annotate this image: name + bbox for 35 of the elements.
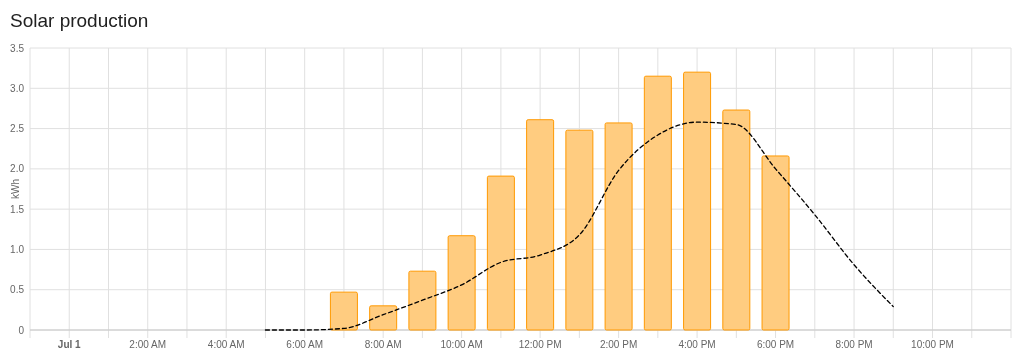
x-tick-label: 2:00 PM [599,339,638,350]
line-series [264,121,894,331]
bar [761,155,790,331]
bar [604,122,633,331]
y-tick-label: 1.0 [10,243,25,255]
y-tick-label: 3.5 [10,42,25,54]
y-tick-label: 1.5 [10,203,25,215]
y-tick-label: 2.5 [10,123,25,135]
x-tick-label: 4:00 AM [207,339,245,350]
x-tick-label: 6:00 PM [756,339,795,350]
bar [526,119,555,331]
x-tick-label: 4:00 PM [678,339,716,350]
x-tick-label: 2:00 AM [129,339,167,350]
y-tick-label: 2.0 [10,163,25,175]
y-tick-label: 0.5 [10,284,25,296]
bar [722,109,751,331]
bar [683,71,712,331]
y-axis-title: kWh [10,179,21,199]
bar [643,75,672,331]
y-tick-label: 3.0 [10,82,25,94]
bar [486,175,515,331]
bar [447,235,476,331]
x-tick-label: 8:00 PM [835,339,873,350]
bar [408,270,437,331]
x-tick-label: Jul 1 [57,339,82,350]
x-tick-label: 10:00 AM [440,339,483,350]
x-tick-label: 8:00 AM [364,339,402,350]
x-tick-label: 12:00 PM [518,339,562,350]
bar [369,305,398,331]
x-tick-label: 10:00 PM [911,339,954,350]
chart-title: Solar production [10,10,149,31]
x-tick-label: 6:00 AM [286,339,324,350]
y-tick-label: 0 [18,324,25,336]
bar [329,291,358,331]
bar [565,129,594,331]
